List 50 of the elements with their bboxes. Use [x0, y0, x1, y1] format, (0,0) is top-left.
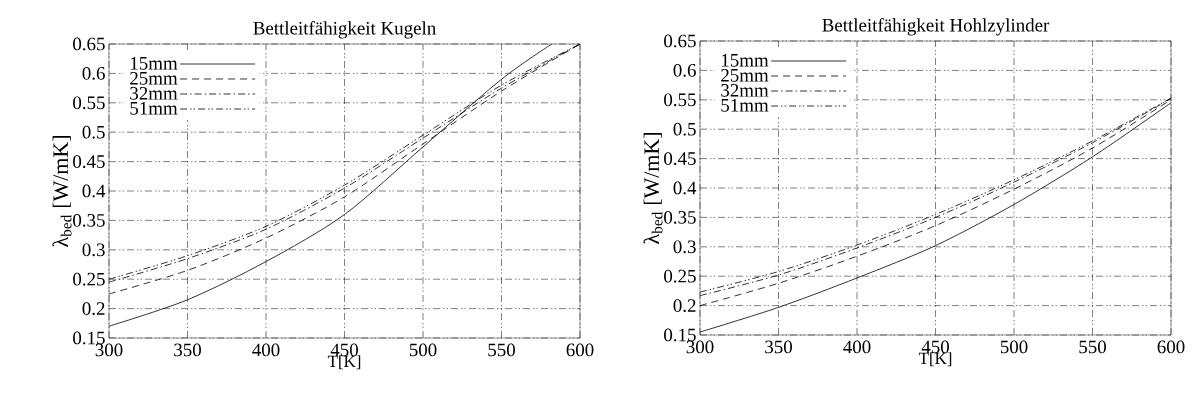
x-axis-title: T[K]	[327, 355, 361, 370]
y-tick-label: 0.2	[82, 302, 105, 316]
x-tick-label: 300	[686, 340, 714, 354]
x-tick-label: 550	[1079, 340, 1106, 354]
x-tick-label: 400	[252, 343, 280, 357]
y-tick-label: 0.15	[73, 331, 105, 345]
legend-label: 51mm	[130, 102, 178, 115]
y-tick-label: 0.45	[73, 155, 105, 169]
x-tick-label: 350	[174, 343, 201, 357]
y-tick-label: 0.6	[82, 66, 105, 80]
chart-title: Bettleitfähigkeit Kugeln	[253, 21, 436, 39]
y-tick-label: 0.15	[664, 328, 696, 342]
y-tick-label: 0.35	[664, 210, 696, 224]
x-tick-label: 600	[1157, 340, 1185, 354]
y-tick-label: 0.45	[664, 152, 696, 166]
x-tick-label: 450	[921, 340, 949, 354]
legend-label: 15mm	[130, 57, 178, 70]
x-tick-label: 350	[765, 340, 792, 354]
legend-label: 25mm	[130, 71, 178, 85]
y-tick-label: 0.25	[664, 269, 696, 283]
y-tick-label: 0.3	[82, 243, 105, 257]
y-tick-label: 0.6	[673, 63, 696, 77]
legend-label: 32mm	[130, 87, 178, 100]
y-tick-label: 0.5	[673, 122, 696, 136]
y-axis-title: λ$_{bed}$ [W/mK]	[643, 133, 663, 244]
chart-title: Bettleitfähigkeit Hohlzylinder	[822, 18, 1050, 36]
x-axis-title: T[K]	[918, 352, 952, 367]
x-tick-label: 400	[843, 340, 871, 354]
x-tick-label: 450	[330, 343, 358, 357]
legend-label: 25mm	[721, 68, 769, 82]
y-tick-label: 0.5	[82, 125, 105, 139]
x-tick-label: 600	[566, 343, 594, 357]
y-tick-label: 0.55	[73, 96, 105, 110]
y-tick-label: 0.35	[73, 213, 105, 227]
legend-label: 32mm	[721, 84, 769, 97]
x-tick-label: 500	[1000, 340, 1028, 354]
y-tick-label: 0.55	[664, 93, 696, 107]
y-tick-label: 0.65	[664, 34, 696, 48]
y-tick-label: 0.25	[73, 272, 105, 286]
y-tick-label: 0.4	[82, 184, 106, 198]
y-tick-label: 0.2	[673, 299, 696, 313]
y-tick-label: 0.3	[673, 240, 696, 254]
y-axis-title: λ$_{bed}$ [W/mK]	[52, 136, 72, 247]
legend-label: 51mm	[721, 99, 769, 112]
x-tick-label: 550	[488, 343, 515, 357]
y-tick-label: 0.4	[673, 181, 697, 195]
y-tick-label: 0.65	[73, 37, 105, 51]
x-tick-label: 500	[409, 343, 437, 357]
legend-label: 15mm	[721, 54, 769, 67]
x-tick-label: 300	[95, 343, 123, 357]
